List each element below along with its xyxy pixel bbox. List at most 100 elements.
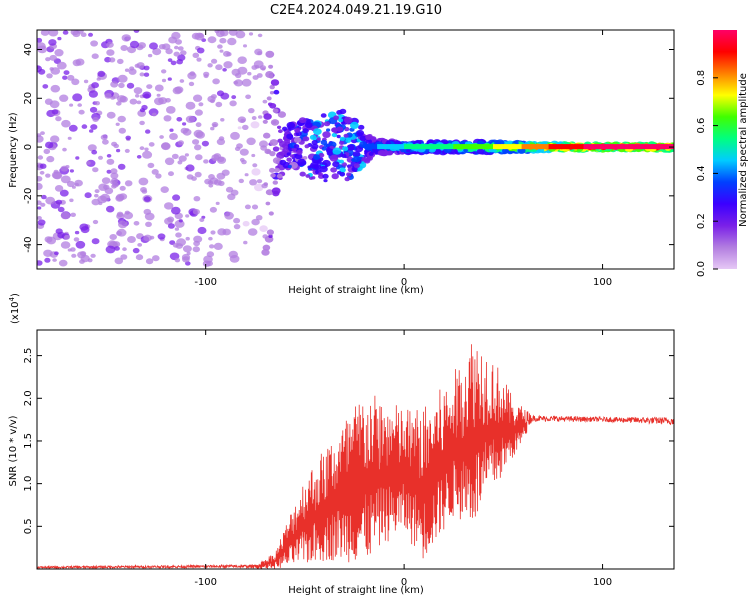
heatmap-cell <box>170 60 177 66</box>
heatmap-cell <box>177 140 184 146</box>
heatmap-cell <box>172 86 182 95</box>
heatmap-cell <box>262 244 271 251</box>
heatmap-cell <box>219 37 227 44</box>
heatmap-ridge-cell <box>394 144 397 150</box>
heatmap-ridge-cell <box>556 144 559 150</box>
heatmap-cell <box>106 154 112 158</box>
heatmap-cell <box>174 258 181 263</box>
heatmap-cell <box>502 147 509 154</box>
heatmap-ridge-cell <box>529 144 532 150</box>
heatmap-cell <box>171 153 179 160</box>
heatmap-cell <box>157 233 166 240</box>
heatmap-cell <box>168 171 174 177</box>
heatmap-cell <box>125 135 131 140</box>
heatmap-ridge-cell <box>566 144 568 150</box>
heatmap-cell <box>40 30 50 36</box>
heatmap-ridge-cell <box>400 144 403 150</box>
heatmap-cell <box>175 243 183 249</box>
heatmap-ridge-cell <box>407 144 410 150</box>
heatmap-cell <box>339 167 346 173</box>
heatmap-cell <box>311 176 316 180</box>
heatmap-ridge-cell <box>605 144 608 150</box>
heatmap-ridge-cell <box>413 144 416 150</box>
heatmap-ridge-cell <box>639 144 642 150</box>
heatmap-cell <box>39 163 47 169</box>
heatmap-ridge-cell <box>593 144 595 150</box>
heatmap-cell <box>138 177 149 186</box>
heatmap-cell <box>194 144 202 151</box>
heatmap-cell <box>124 180 133 187</box>
heatmap-cell <box>106 169 112 174</box>
heatmap-ridge-cell <box>607 144 610 150</box>
heatmap-cell <box>198 102 204 107</box>
heatmap-cell <box>176 59 183 65</box>
heatmap-ridge-cell <box>564 144 567 150</box>
top-plot-frame <box>36 29 675 270</box>
heatmap-cell <box>80 226 90 234</box>
heatmap-cell <box>143 234 152 242</box>
heatmap-cell <box>268 64 274 69</box>
heatmap-cell <box>338 118 344 123</box>
top-y-axis-label: Frequency (Hz) <box>8 112 19 188</box>
heatmap-cell <box>96 77 101 81</box>
heatmap-cell <box>148 142 155 147</box>
heatmap-cell <box>58 259 68 267</box>
heatmap-cell <box>216 30 225 38</box>
heatmap-cell <box>227 37 237 46</box>
heatmap-cell <box>235 30 246 39</box>
heatmap-cell <box>55 116 62 122</box>
heatmap-cell <box>37 155 44 160</box>
heatmap-ridge-cell <box>624 144 627 150</box>
heatmap-cell <box>203 71 210 77</box>
heatmap-cell <box>339 159 344 164</box>
heatmap-cell <box>336 126 344 132</box>
heatmap-cell <box>126 82 135 89</box>
heatmap-cell <box>80 254 90 263</box>
heatmap-cell <box>92 167 99 173</box>
heatmap-ridge-cell <box>432 144 435 150</box>
heatmap-ridge-cell <box>370 144 373 150</box>
heatmap-cell <box>37 135 44 143</box>
heatmap-cell <box>352 151 361 158</box>
heatmap-ridge-cell <box>366 144 368 150</box>
heatmap-ridge-cell <box>477 144 480 150</box>
heatmap-cell <box>151 169 159 175</box>
heatmap-cell <box>234 146 241 151</box>
heatmap-cell <box>167 77 172 81</box>
heatmap-cell <box>72 93 83 102</box>
heatmap-cell <box>331 127 338 133</box>
heatmap-ridge-cell <box>521 144 524 150</box>
heatmap-ridge-cell <box>426 144 429 150</box>
y-tick-label: 40 <box>23 43 34 56</box>
y-tick-label: -40 <box>23 236 34 252</box>
heatmap-ridge-cell <box>631 144 634 150</box>
heatmap-cell <box>209 244 215 249</box>
heatmap-ridge-cell <box>628 144 630 150</box>
colorbar-tick-label: 0.8 <box>696 70 707 86</box>
heatmap-cell <box>256 73 263 78</box>
heatmap-cell <box>185 115 196 124</box>
heatmap-ridge-cell <box>493 144 495 150</box>
heatmap-cell <box>167 223 175 229</box>
heatmap-cell <box>54 185 64 192</box>
heatmap-ridge-cell <box>504 144 507 150</box>
heatmap-cell <box>70 30 79 36</box>
heatmap-cell <box>256 179 263 184</box>
heatmap-cell <box>40 202 46 207</box>
heatmap-cell <box>182 245 192 253</box>
y-tick-label: 2.0 <box>23 390 34 406</box>
snr-line-series <box>37 344 674 569</box>
heatmap-cell <box>476 148 485 155</box>
heatmap-cell <box>339 140 345 145</box>
heatmap-cell <box>188 81 195 87</box>
heatmap-cell <box>253 60 264 69</box>
x-tick-label: 0 <box>401 577 407 588</box>
heatmap-cell <box>241 78 252 87</box>
snr-line <box>37 344 674 569</box>
heatmap-cell <box>72 59 82 67</box>
heatmap-cell <box>326 148 333 153</box>
heatmap-cell <box>297 158 307 166</box>
heatmap-cell <box>92 117 99 122</box>
heatmap-cell <box>175 232 182 238</box>
heatmap-ridge-cell <box>613 144 616 150</box>
